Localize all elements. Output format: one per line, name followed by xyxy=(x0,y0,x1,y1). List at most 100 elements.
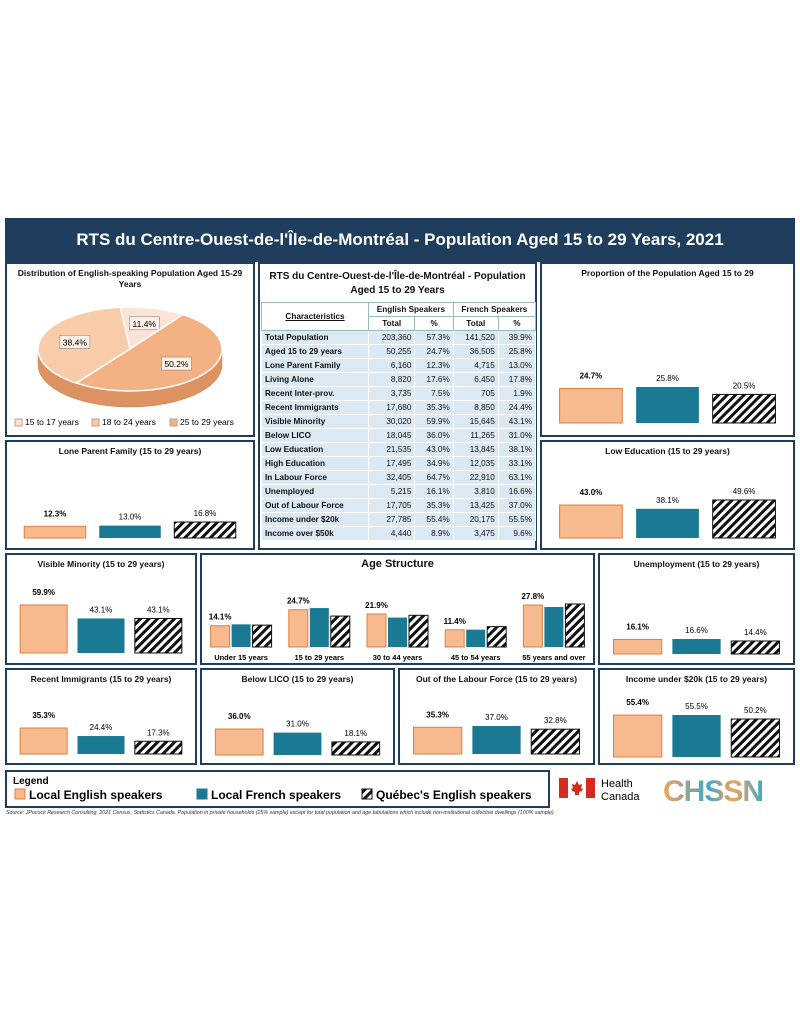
chart: 43.0% 38.1% 49.6% xyxy=(559,487,776,539)
data-table: Characteristics English Speakers French Sp… xyxy=(261,302,537,541)
bar xyxy=(77,618,125,653)
chart: 55.4% 55.5% 50.2% xyxy=(613,698,780,758)
data-label: 24.4% xyxy=(90,723,113,732)
data-label: 55.4% xyxy=(626,698,649,707)
table-cell: 31.0% xyxy=(497,428,537,443)
bar xyxy=(672,715,721,757)
table-cell: In Labour Force xyxy=(261,470,369,485)
table-cell: 11,265 xyxy=(452,428,499,443)
bar xyxy=(19,727,68,755)
table-cell: Income over $50k xyxy=(261,526,369,541)
bar xyxy=(636,508,699,538)
maple-leaf xyxy=(571,781,583,795)
table-row: Recent Immigrants 17,680 35.3% 8,850 24.4% xyxy=(261,400,537,415)
table-row: Out of Labour Force 17,705 35.3% 13,425 37.0… xyxy=(261,498,537,513)
table-cell: Recent Immigrants xyxy=(261,400,369,415)
data-label: 24.7% xyxy=(287,597,310,606)
bar xyxy=(636,387,699,423)
chart-title: Distribution of English-speaking Populat… xyxy=(17,268,243,289)
slice-label: 11.4% xyxy=(133,319,157,329)
table-panel: RTS du Centre-Ouest-de-l'Île-de-Montréal… xyxy=(258,262,537,550)
table-cell: 37.0% xyxy=(497,498,537,513)
data-label: 50.2% xyxy=(744,706,767,715)
chart-title: Income under $20k (15 to 29 years) xyxy=(625,674,768,684)
chart-panel: 14.1% Under 15 years 24.7% 15 to 29 years 21… xyxy=(200,553,595,665)
table-row: Income over $50k 4,440 8.9% 3,475 9.6% xyxy=(261,526,537,541)
chart-panel: 36.0% 31.0% 18.1% Below LICO (15 to 29 year… xyxy=(200,668,395,765)
table-row: In Labour Force 32,405 64.7% 22,910 63.1% xyxy=(261,470,537,485)
bar xyxy=(210,625,231,648)
table-cell: 7.5% xyxy=(414,386,454,401)
data-label: 25.8% xyxy=(656,374,679,383)
table-row: Low Education 21,535 43.0% 13,845 38.1% xyxy=(261,442,537,457)
header-cell: Characteristics xyxy=(261,302,369,331)
bar xyxy=(564,603,585,648)
slice-label-box xyxy=(161,356,192,371)
data-label: 16.6% xyxy=(685,626,708,635)
table-cell: 5,215 xyxy=(367,484,416,499)
bar xyxy=(544,607,564,647)
data-label: 13.0% xyxy=(119,513,142,522)
data-label: 43.0% xyxy=(580,488,603,497)
data-label: 55.5% xyxy=(685,702,708,711)
table-cell: 39.9% xyxy=(497,330,537,345)
table-title: RTS du Centre-Ouest-de-l'Île-de-Montréal… xyxy=(269,271,526,296)
pie-slice xyxy=(74,313,223,392)
legend-label: 15 to 17 years xyxy=(25,417,79,427)
legend-swatch xyxy=(169,418,178,427)
bar xyxy=(19,604,68,654)
table-cell: 1.9% xyxy=(497,386,537,401)
table-cell: 18,045 xyxy=(367,428,416,443)
table-cell: 8,850 xyxy=(452,400,499,415)
legend-swatch xyxy=(14,788,26,800)
table-cell: 17.6% xyxy=(414,372,454,387)
bar xyxy=(522,604,543,648)
chart: 59.9% 43.1% 43.1% xyxy=(19,588,183,654)
slice-label: 38.4% xyxy=(63,337,88,347)
data-label: 31.0% xyxy=(286,720,309,729)
data-label: 36.0% xyxy=(228,712,251,721)
table-cell: Aged 15 to 29 years xyxy=(261,344,369,359)
table-cell: 33.1% xyxy=(497,456,537,471)
chart-panel: 24.7% 25.8% 20.5% Proportion of the Populat… xyxy=(540,262,795,437)
table-cell: Total Population xyxy=(261,330,369,345)
bar xyxy=(309,608,329,647)
chart-panel: 16.1% 16.6% 14.4% Unemployment (15 to 29 ye… xyxy=(598,553,795,665)
chart: 14.1% Under 15 years 24.7% 15 to 29 years 21… xyxy=(209,592,586,662)
table-cell: 32,405 xyxy=(367,470,416,485)
data-label: 43.1% xyxy=(147,605,170,614)
category-label: 55 years and over xyxy=(522,653,585,662)
bar xyxy=(712,499,776,539)
bar xyxy=(559,504,623,539)
table-cell: 22,910 xyxy=(452,470,499,485)
slice-label-box xyxy=(128,316,160,331)
subheader-cell: % xyxy=(497,316,537,331)
chart-title: Low Education (15 to 29 years) xyxy=(605,446,730,456)
header-row: Characteristics English Speakers French Sp… xyxy=(261,302,537,331)
table-cell: 17,680 xyxy=(367,400,416,415)
chart: 16.1% 16.6% 14.4% xyxy=(613,622,780,655)
table-row: Unemployed 5,215 16.1% 3,810 16.6% xyxy=(261,484,537,499)
table-cell: 15,645 xyxy=(452,414,499,429)
chart-title: Visible Minority (15 to 29 years) xyxy=(37,559,165,569)
legend-label: Québec's English speakers xyxy=(376,788,532,802)
table-cell: Visible Minority xyxy=(261,414,369,429)
table-cell: 64.7% xyxy=(414,470,454,485)
table-cell: 63.1% xyxy=(497,470,537,485)
chart-title: Age Structure xyxy=(361,558,434,570)
table-cell: Lone Parent Family xyxy=(261,358,369,373)
subheader-cell: Total xyxy=(452,316,499,331)
table-cell: 203,360 xyxy=(367,330,416,345)
chart: 35.3% 37.0% 32.8% xyxy=(413,710,580,755)
chart-panel: 43.0% 38.1% 49.6% Low Education (15 to 29 y… xyxy=(540,440,795,550)
page-title: RTS du Centre-Ouest-de-l'Île-de-Montréal… xyxy=(5,218,795,262)
data-label: 21.9% xyxy=(365,601,388,610)
table-cell: 24.7% xyxy=(414,344,454,359)
legend-swatch xyxy=(14,418,23,427)
data-label: 35.3% xyxy=(426,710,449,719)
table-cell: 3,475 xyxy=(452,526,499,541)
legend-label: Local French speakers xyxy=(211,788,341,802)
bar xyxy=(77,736,125,754)
table-cell: Below LICO xyxy=(261,428,369,443)
